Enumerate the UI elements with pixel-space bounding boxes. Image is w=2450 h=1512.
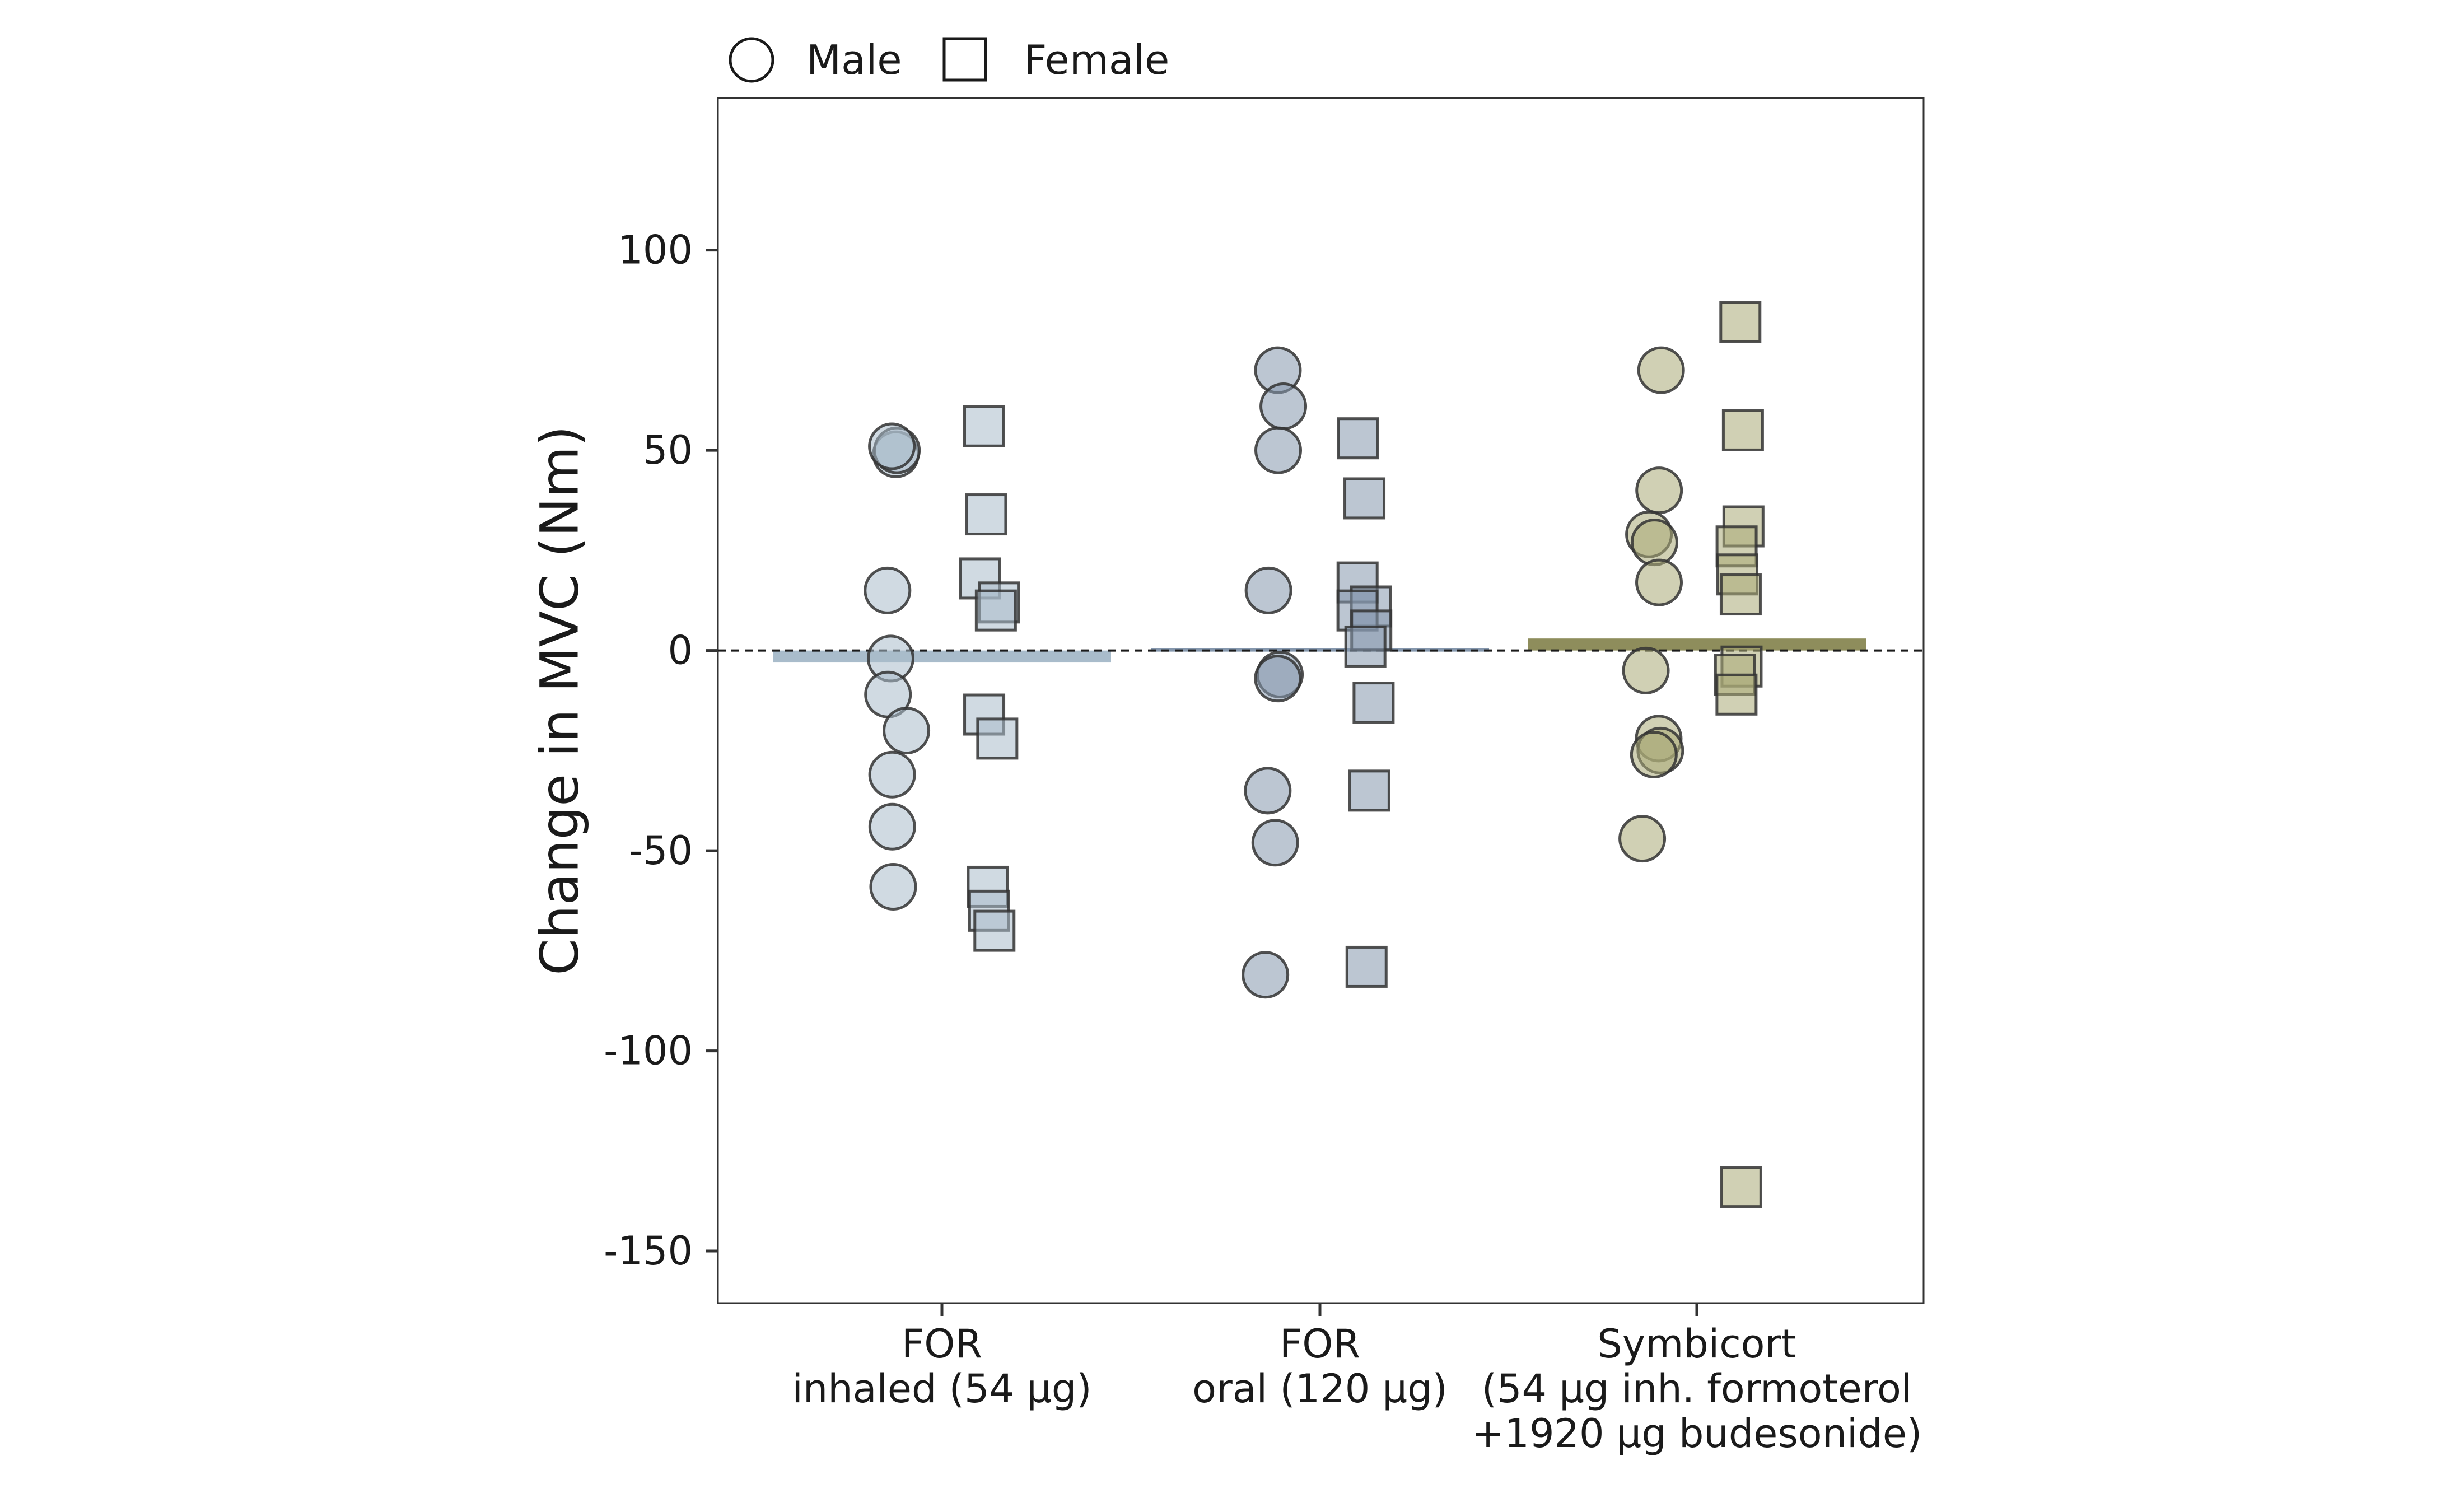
- x-tick-label-symbicort-line1: Symbicort: [1597, 1321, 1796, 1367]
- x-tick-label-symbicort-line2: (54 µg inh. formoterol: [1482, 1366, 1912, 1412]
- legend-male-marker: [729, 37, 774, 83]
- male-point: [1251, 819, 1299, 867]
- legend-female-marker: [942, 37, 987, 82]
- x-tick-label-inhaled-line1: FOR: [902, 1321, 982, 1367]
- male-point: [868, 422, 916, 470]
- y-axis: 100 50 0 -50 -100 -150: [604, 227, 718, 1274]
- x-tick-label-oral-line1: FOR: [1280, 1321, 1360, 1367]
- male-point: [1635, 466, 1683, 515]
- legend: Male Female: [729, 36, 1169, 83]
- y-tick-label: 100: [618, 227, 693, 273]
- mean-bars: [773, 638, 1866, 663]
- female-point: [1720, 1166, 1762, 1208]
- male-point: [1618, 815, 1667, 863]
- female-point: [1715, 673, 1758, 716]
- female-point: [1344, 625, 1387, 668]
- female-point: [1352, 682, 1395, 724]
- male-point: [868, 802, 916, 851]
- male-point: [1622, 646, 1670, 694]
- y-tick-label: -100: [604, 1028, 693, 1074]
- male-point: [868, 750, 916, 799]
- male-point: [1630, 731, 1678, 779]
- x-tick-label-inhaled-line2: inhaled (54 µg): [792, 1366, 1091, 1412]
- male-point: [883, 707, 931, 755]
- x-axis: FOR inhaled (54 µg) FOR oral (120 µg) Sy…: [792, 1303, 1922, 1457]
- male-point: [1630, 519, 1678, 567]
- male-point: [1242, 951, 1290, 999]
- x-tick-label-oral-line2: oral (120 µg): [1192, 1366, 1448, 1412]
- female-point: [1337, 417, 1379, 460]
- female-point: [1719, 301, 1762, 343]
- legend-female-label: Female: [1024, 36, 1169, 83]
- female-point: [963, 405, 1005, 447]
- mean-bar: [773, 650, 1111, 663]
- female-point: [1719, 573, 1762, 616]
- y-axis-title: Change in MVC (Nm): [530, 426, 591, 976]
- male-point: [1259, 382, 1308, 431]
- female-point: [1721, 409, 1764, 451]
- male-point: [864, 566, 912, 614]
- female-point: [974, 589, 1017, 632]
- mean-bar: [1151, 648, 1489, 652]
- mean-bar: [1528, 638, 1866, 651]
- y-tick-label: 50: [643, 427, 693, 473]
- male-point: [1254, 655, 1302, 703]
- male-point: [1244, 767, 1292, 815]
- female-point: [973, 909, 1016, 952]
- data-points: [864, 301, 1765, 1208]
- male-point: [869, 862, 917, 911]
- female-point: [1343, 477, 1386, 520]
- female-point: [1348, 769, 1390, 812]
- female-point: [976, 717, 1019, 760]
- legend-male-label: Male: [806, 36, 902, 83]
- male-point: [1635, 558, 1683, 606]
- y-tick-label: 0: [668, 628, 693, 674]
- y-tick-label: -150: [604, 1228, 693, 1274]
- y-tick-label: -50: [629, 828, 693, 874]
- x-tick-label-symbicort-line3: +1920 µg budesonide): [1472, 1411, 1922, 1457]
- female-point: [1345, 945, 1388, 988]
- male-point: [1254, 426, 1303, 474]
- female-point: [965, 493, 1007, 536]
- male-point: [1637, 346, 1685, 394]
- male-point: [1244, 566, 1292, 614]
